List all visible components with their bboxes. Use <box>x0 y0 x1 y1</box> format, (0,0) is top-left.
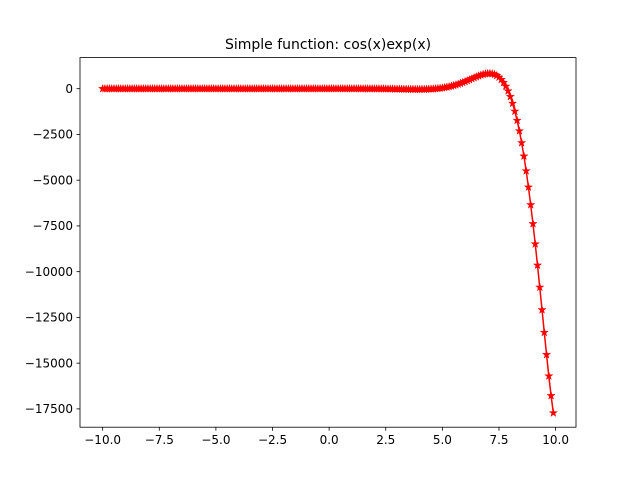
data-point-marker <box>539 327 550 337</box>
data-point-marker <box>505 91 516 101</box>
x-tick-label: 7.5 <box>489 433 508 447</box>
data-point-marker <box>501 81 511 91</box>
data-point-marker <box>532 260 543 270</box>
x-tick-label: −10.0 <box>84 433 121 447</box>
data-point-marker <box>544 371 554 381</box>
data-point-marker <box>548 407 559 418</box>
x-tick-label: −7.5 <box>145 433 174 447</box>
y-tick-label: −7500 <box>32 219 73 233</box>
data-point-marker <box>503 85 513 96</box>
data-point-marker <box>537 304 547 314</box>
plot-frame <box>79 57 577 428</box>
chart-title: Simple function: cos(x)exp(x) <box>225 37 431 53</box>
data-point-marker <box>541 349 552 359</box>
data-point-marker <box>525 199 536 209</box>
series-layer <box>97 68 559 418</box>
x-tick-label: 2.5 <box>376 433 395 447</box>
data-point-marker <box>507 98 518 108</box>
x-tick-label: 5.0 <box>433 433 452 447</box>
data-point-marker <box>512 115 522 125</box>
data-point-marker <box>516 137 527 147</box>
y-tick-label: −12500 <box>25 311 73 325</box>
x-axis: −10.0 −7.5 −5.0 −2.5 0.0 2.5 5.0 7.5 10.0 <box>84 427 569 447</box>
y-tick-label: 0 <box>65 82 73 96</box>
y-tick-label: −15000 <box>25 356 73 370</box>
data-point-marker <box>514 125 525 136</box>
data-point-marker <box>510 106 520 116</box>
x-tick-label: 0.0 <box>320 433 339 447</box>
data-point-marker <box>519 151 529 161</box>
x-tick-label: −5.0 <box>201 433 230 447</box>
y-tick-label: −17500 <box>25 402 73 416</box>
data-point-marker <box>535 282 545 292</box>
y-tick-label: −10000 <box>25 265 73 279</box>
y-tick-label: −5000 <box>32 173 73 187</box>
y-axis: 0 −2500 −5000 −7500 −10000 −12500 −15000 −17500 <box>25 82 80 416</box>
data-point-marker <box>498 77 509 87</box>
data-point-marker <box>528 218 538 228</box>
x-tick-label: −2.5 <box>258 433 287 447</box>
x-tick-label: 10.0 <box>542 433 569 447</box>
data-point-marker <box>521 165 531 175</box>
data-point-marker <box>546 390 556 400</box>
data-point-marker <box>530 238 541 249</box>
data-point-marker <box>523 182 534 192</box>
y-tick-label: −2500 <box>32 128 73 142</box>
